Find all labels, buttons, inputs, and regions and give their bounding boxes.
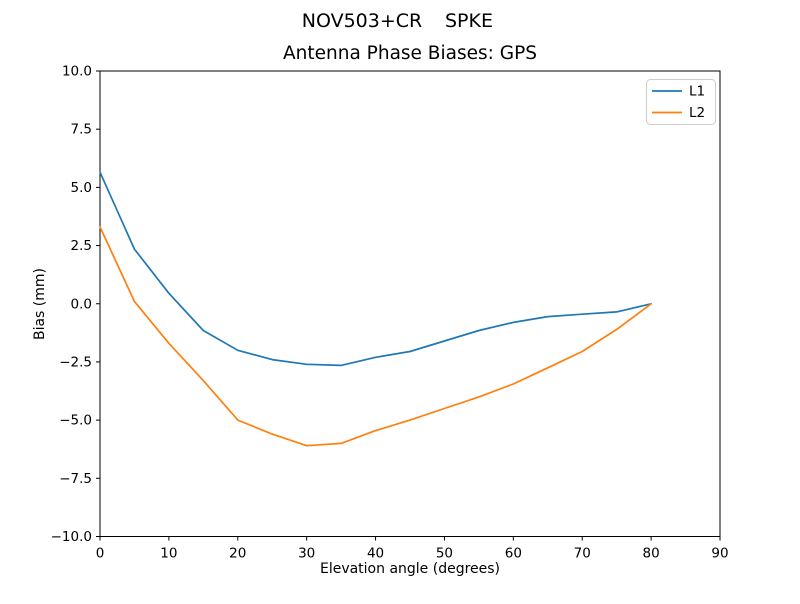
y-tick-label: −7.5 <box>59 471 92 487</box>
x-tick-label: 10 <box>160 546 177 562</box>
y-tick-label: 7.5 <box>71 122 92 138</box>
series-layer <box>99 171 652 447</box>
y-tick-label: 2.5 <box>71 238 92 254</box>
y-tick-label: −2.5 <box>59 354 92 370</box>
chart-title: Antenna Phase Biases: GPS <box>283 43 537 64</box>
x-tick-label: 90 <box>711 546 728 562</box>
y-tick-label: 0.0 <box>71 296 92 312</box>
x-tick-label: 40 <box>367 546 384 562</box>
y-tick-label: −5.0 <box>59 413 92 429</box>
y-tick-label: 5.0 <box>71 180 92 196</box>
series-line-l1 <box>99 171 652 367</box>
x-tick-label: 0 <box>96 546 105 562</box>
axes-layer: 0 10 20 30 40 50 60 70 80 90 10.0 7.5 5.0 2.5 0.0 −2.5 −… <box>51 64 729 562</box>
y-axis-label: Bias (mm) <box>32 268 48 340</box>
legend-label-l1: L1 <box>689 84 705 100</box>
legend-label-l2: L2 <box>689 105 705 121</box>
x-tick-label: 20 <box>229 546 246 562</box>
x-tick-label: 70 <box>574 546 591 562</box>
series-line-l2 <box>99 226 652 447</box>
x-tick-label: 60 <box>505 546 522 562</box>
x-tick-label: 80 <box>643 546 660 562</box>
x-tick-label: 30 <box>298 546 315 562</box>
plot-frame <box>99 70 721 537</box>
y-tick-label: 10.0 <box>62 64 92 80</box>
y-tick-label: −10.0 <box>51 529 92 545</box>
legend: L1 L2 <box>646 79 716 125</box>
x-tick-label: 50 <box>436 546 453 562</box>
legend-box <box>646 79 716 125</box>
figure-suptitle-instrument: NOV503+CR <box>302 10 423 32</box>
x-axis-label: Elevation angle (degrees) <box>320 561 500 577</box>
figure-suptitle-site: SPKE <box>445 10 493 32</box>
